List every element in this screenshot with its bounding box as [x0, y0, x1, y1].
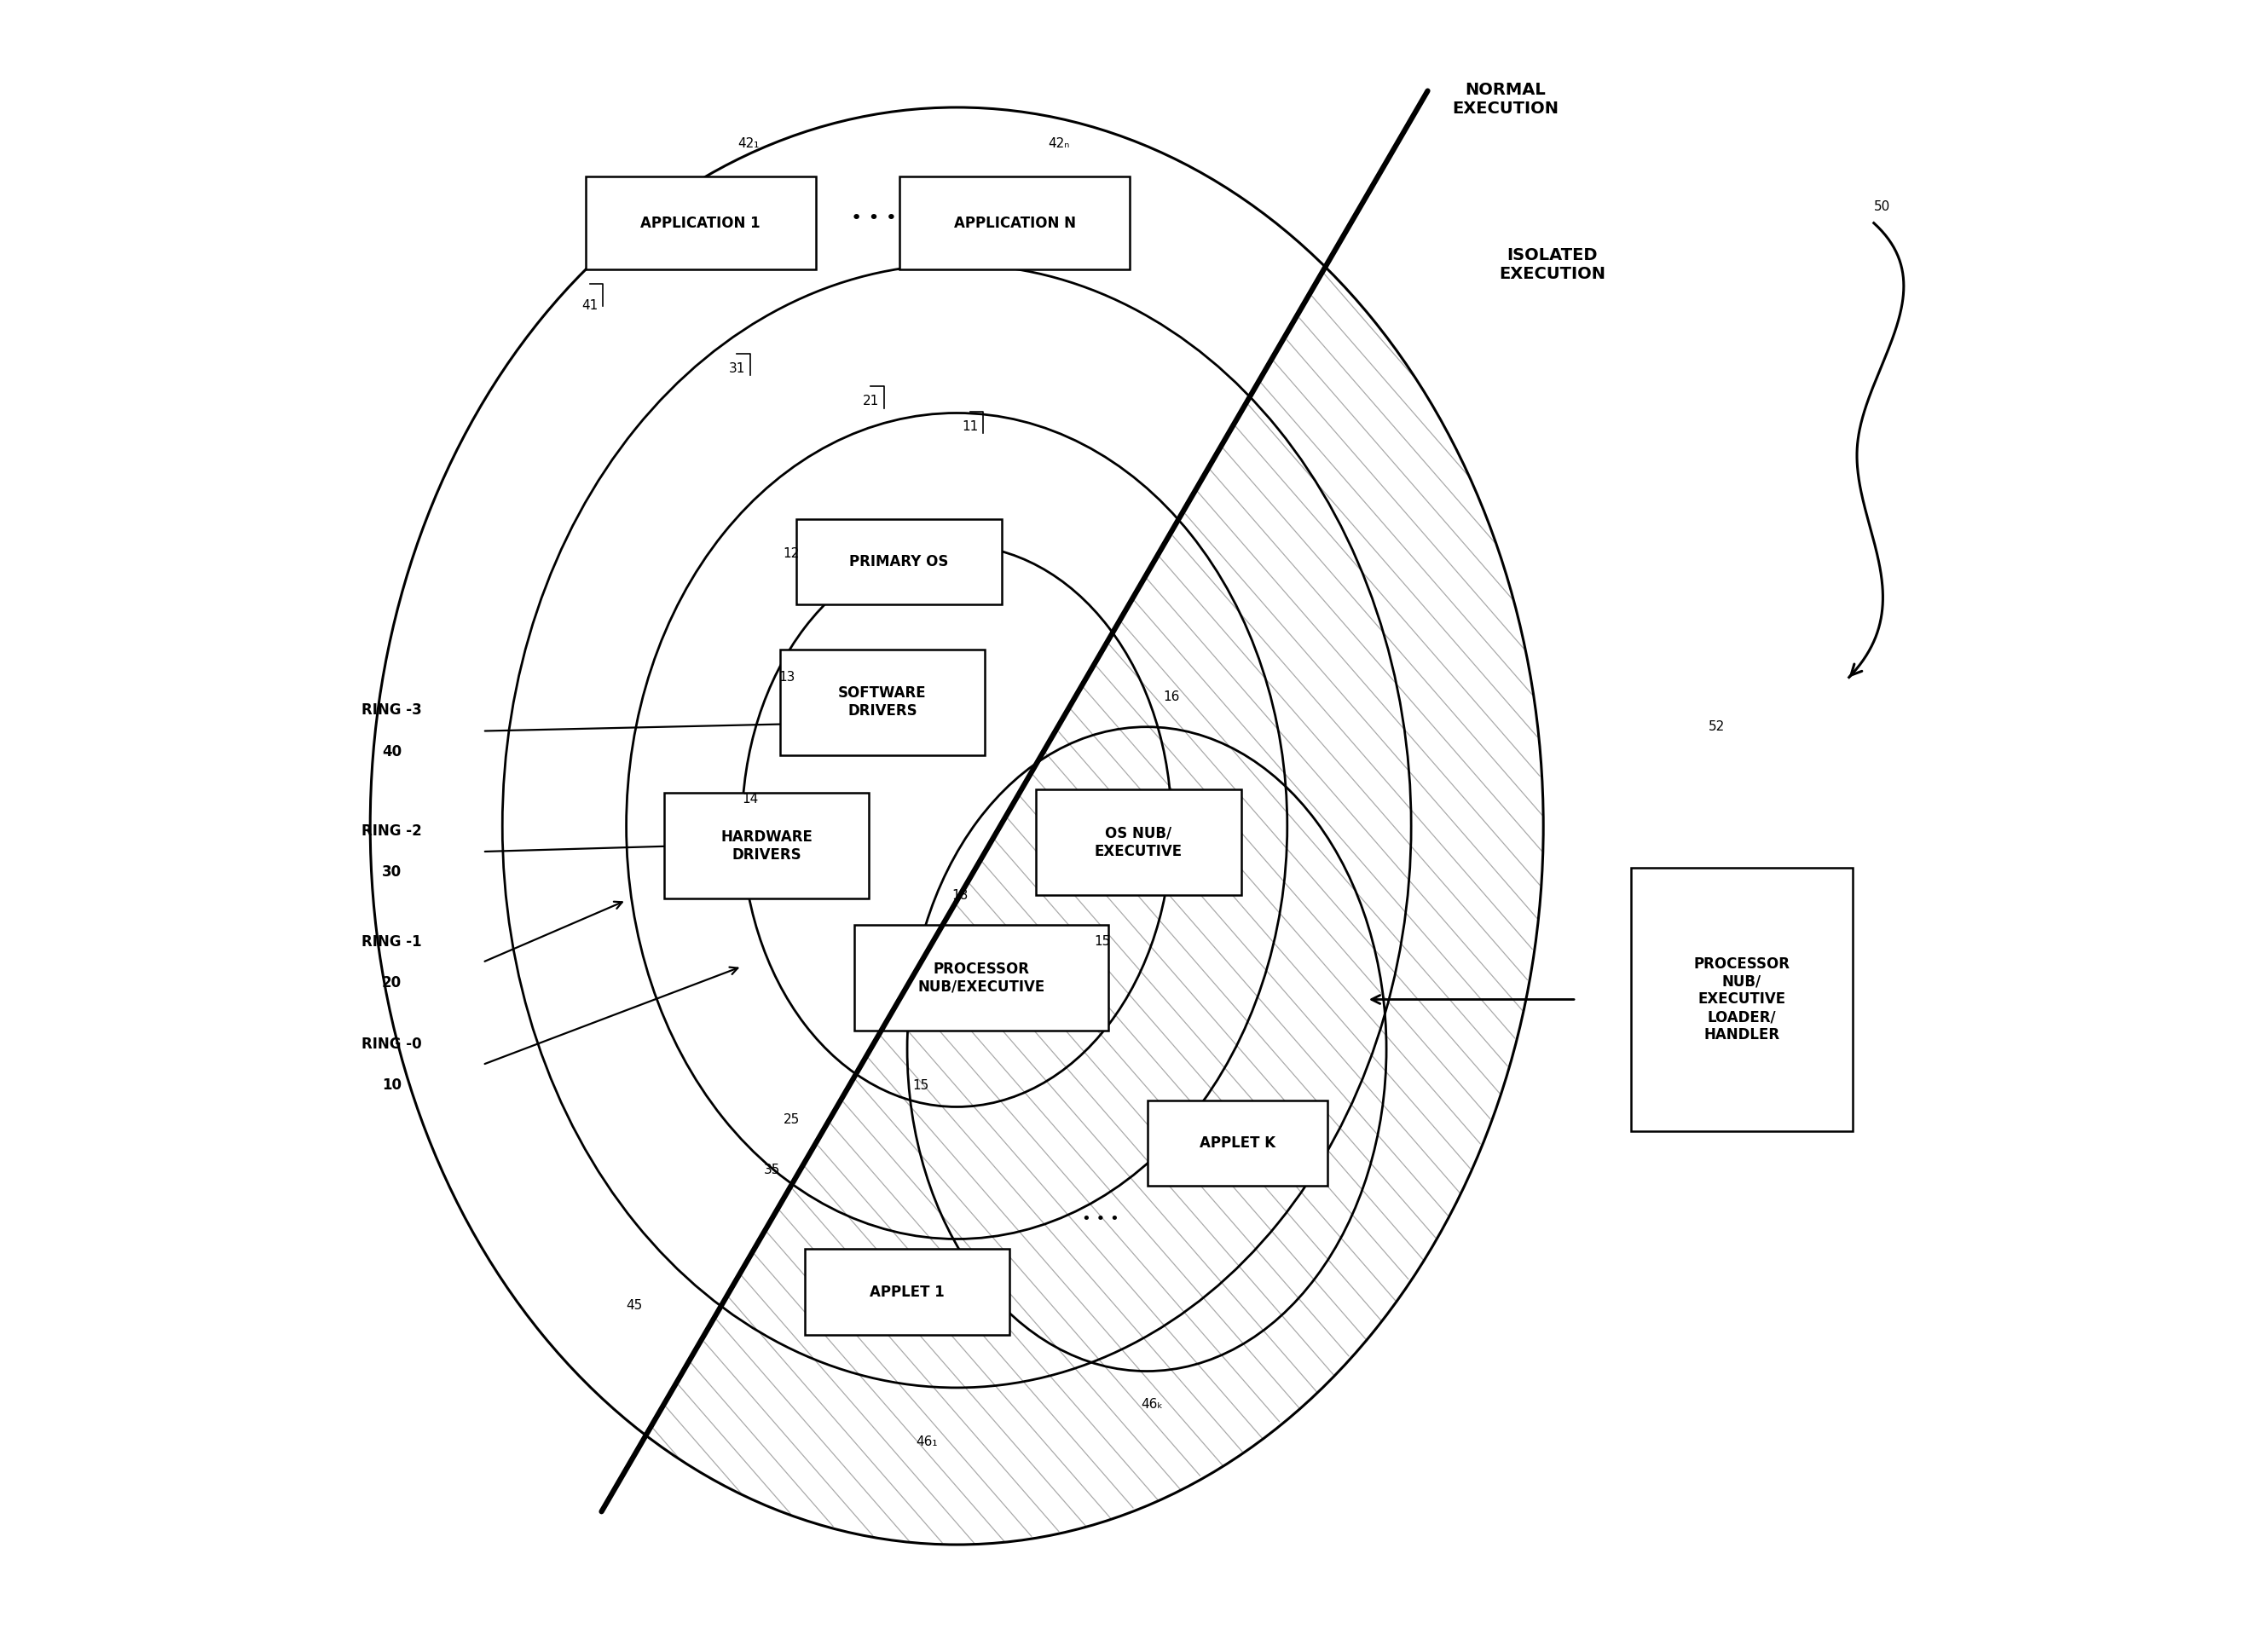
Text: PROCESSOR
NUB/
EXECUTIVE
LOADER/
HANDLER: PROCESSOR NUB/ EXECUTIVE LOADER/ HANDLER	[1694, 957, 1791, 1042]
FancyBboxPatch shape	[781, 649, 985, 755]
Text: 50: 50	[1874, 200, 1889, 213]
FancyBboxPatch shape	[1147, 1100, 1328, 1186]
Text: 46ₖ: 46ₖ	[1140, 1398, 1162, 1411]
Text: 15: 15	[1095, 935, 1111, 948]
Text: 20: 20	[381, 975, 402, 991]
FancyBboxPatch shape	[586, 177, 815, 269]
Text: HARDWARE
DRIVERS: HARDWARE DRIVERS	[720, 829, 812, 862]
Text: 42ₙ: 42ₙ	[1048, 137, 1070, 150]
Text: PRIMARY OS: PRIMARY OS	[848, 553, 949, 570]
FancyBboxPatch shape	[1631, 869, 1851, 1132]
Text: 12: 12	[783, 547, 799, 560]
Text: 21: 21	[862, 395, 880, 408]
Text: 46₁: 46₁	[916, 1436, 938, 1449]
Text: ISOLATED
EXECUTION: ISOLATED EXECUTION	[1499, 246, 1604, 282]
Text: 42₁: 42₁	[738, 137, 758, 150]
Text: 41: 41	[581, 299, 599, 312]
Text: APPLICATION 1: APPLICATION 1	[642, 215, 761, 231]
Text: 10: 10	[381, 1077, 402, 1094]
Text: 25: 25	[783, 1113, 799, 1127]
Text: OS NUB/
EXECUTIVE: OS NUB/ EXECUTIVE	[1095, 826, 1183, 859]
Text: 15: 15	[913, 1079, 929, 1092]
FancyBboxPatch shape	[797, 519, 1001, 605]
Text: RING -3: RING -3	[361, 702, 422, 719]
Text: 30: 30	[381, 864, 402, 881]
Text: RING -2: RING -2	[361, 823, 422, 839]
Text: 14: 14	[743, 793, 758, 806]
FancyBboxPatch shape	[900, 177, 1129, 269]
Text: PROCESSOR
NUB/EXECUTIVE: PROCESSOR NUB/EXECUTIVE	[918, 961, 1046, 995]
FancyBboxPatch shape	[664, 793, 868, 899]
Text: 52: 52	[1708, 720, 1726, 733]
FancyBboxPatch shape	[1037, 790, 1241, 895]
Text: • • •: • • •	[850, 210, 898, 226]
Text: SOFTWARE
DRIVERS: SOFTWARE DRIVERS	[839, 686, 927, 719]
Text: 13: 13	[779, 671, 794, 684]
Text: 11: 11	[963, 420, 978, 433]
Text: 45: 45	[626, 1298, 642, 1312]
Text: 16: 16	[1162, 691, 1180, 704]
Text: NORMAL
EXECUTION: NORMAL EXECUTION	[1452, 81, 1560, 117]
Text: RING -1: RING -1	[361, 933, 422, 950]
Text: RING -0: RING -0	[361, 1036, 422, 1052]
Text: • • •: • • •	[1082, 1211, 1120, 1227]
Text: 18: 18	[951, 889, 967, 902]
Text: APPLET 1: APPLET 1	[871, 1284, 945, 1300]
Text: 35: 35	[763, 1163, 781, 1176]
FancyBboxPatch shape	[855, 925, 1109, 1031]
Text: APPLET K: APPLET K	[1201, 1135, 1275, 1151]
FancyBboxPatch shape	[806, 1249, 1010, 1335]
Text: APPLICATION N: APPLICATION N	[954, 215, 1075, 231]
Text: 31: 31	[729, 362, 745, 375]
Text: 40: 40	[381, 743, 402, 760]
